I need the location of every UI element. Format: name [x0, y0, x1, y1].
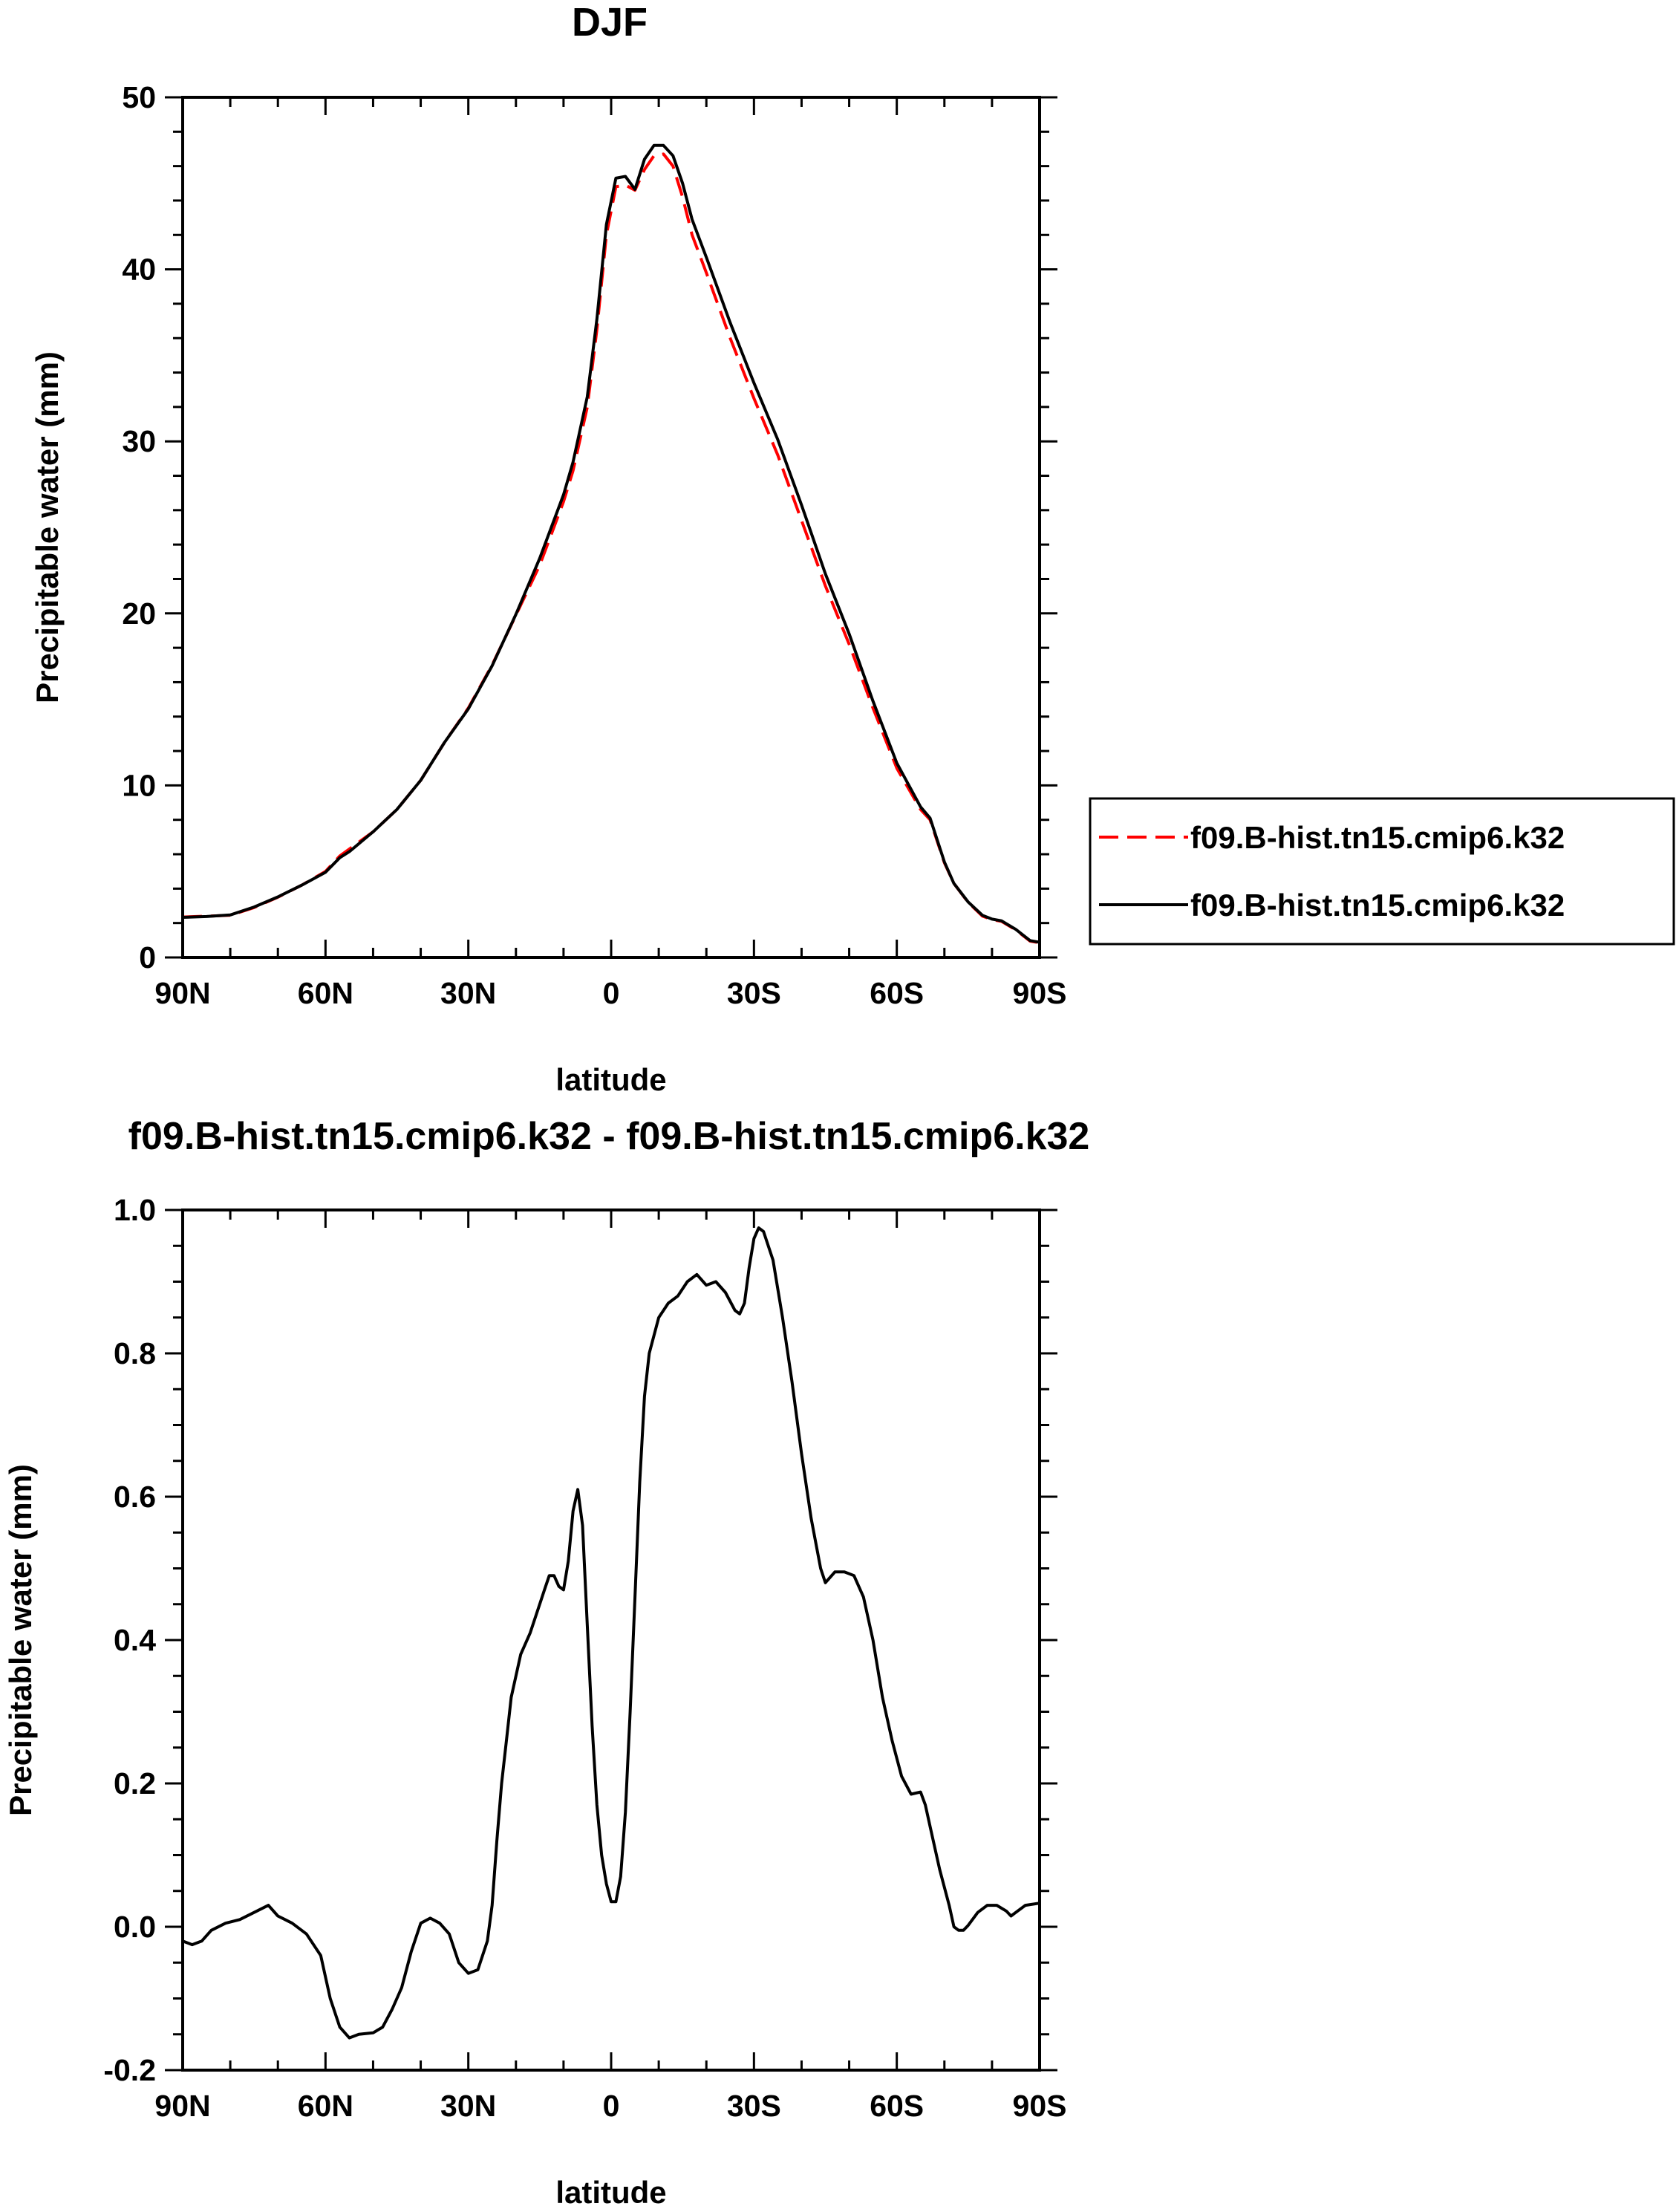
legend-box — [1089, 797, 1675, 946]
series-line-2 — [182, 143, 1040, 944]
bottom-chart-xlabel: latitude — [555, 2175, 666, 2210]
x-tick-label: 60N — [298, 2089, 353, 2123]
legend-label-series-1: f09.B-hist.tn15.cmip6.k32 — [1190, 820, 1565, 855]
bottom-chart-frame — [181, 1209, 1041, 2072]
y-tick-label: 0.8 — [114, 1336, 156, 1370]
x-tick-label: 0 — [603, 976, 620, 1010]
top-chart-legend: f09.B-hist.tn15.cmip6.k32 f09.B-hist.tn1… — [1089, 797, 1675, 946]
x-tick-label: 90N — [154, 2089, 210, 2123]
x-tick-label: 90S — [1013, 976, 1067, 1010]
top-chart-ticks — [165, 96, 1057, 959]
bottom-chart-title: f09.B-hist.tn15.cmip6.k32 - f09.B-hist.t… — [128, 1115, 1090, 1158]
y-tick-label: 0.0 — [114, 1910, 156, 1944]
y-tick-label: 0.4 — [114, 1623, 156, 1657]
x-tick-label: 60S — [870, 2089, 924, 2123]
y-tick-label: 50 — [122, 80, 156, 114]
series-line-1 — [182, 152, 1040, 945]
top-chart-ylabel: Precipitable water (mm) — [30, 351, 65, 703]
top-chart-xlabel: latitude — [555, 1062, 666, 1097]
x-tick-label: 30N — [440, 976, 496, 1010]
y-tick-label: -0.2 — [103, 2053, 156, 2087]
series-line-1 — [182, 1226, 1040, 2040]
x-tick-label: 60S — [870, 976, 924, 1010]
y-tick-label: 0 — [139, 940, 156, 975]
y-tick-label: 20 — [122, 596, 156, 631]
x-tick-label: 30S — [727, 976, 781, 1010]
legend-label-series-2: f09.B-hist.tn15.cmip6.k32 — [1190, 888, 1565, 923]
y-tick-label: 40 — [122, 253, 156, 287]
x-tick-label: 90S — [1013, 2089, 1067, 2123]
bottom-chart: f09.B-hist.tn15.cmip6.k32 - f09.B-hist.t… — [3, 1115, 1089, 2210]
x-tick-label: 60N — [298, 976, 353, 1010]
y-tick-label: 0.6 — [114, 1480, 156, 1514]
x-tick-label: 90N — [154, 976, 210, 1010]
x-tick-label: 30N — [440, 2089, 496, 2123]
top-chart-series — [182, 143, 1040, 945]
bottom-chart-ticks — [165, 1209, 1057, 2072]
top-chart-title: DJF — [572, 0, 648, 45]
y-tick-label: 0.2 — [114, 1766, 156, 1800]
bottom-chart-ylabel: Precipitable water (mm) — [3, 1464, 38, 1816]
bottom-chart-tick-labels: 90N 60N 30N 0 30S 60S 90S -0.2 0.0 0.2 0.4 0.6 0.8 1.… — [103, 1193, 1066, 2123]
x-tick-label: 30S — [727, 2089, 781, 2123]
y-tick-label: 30 — [122, 424, 156, 458]
top-chart-frame — [181, 96, 1041, 959]
y-tick-label: 1.0 — [114, 1193, 156, 1227]
top-chart-tick-labels: 90N 60N 30N 0 30S 60S 90S 0 10 20 30 40 50 — [122, 80, 1066, 1010]
x-tick-label: 0 — [603, 2089, 620, 2123]
y-tick-label: 10 — [122, 768, 156, 802]
top-chart: DJF 90N 60N 30N 0 30S 60S 90S 0 10 20 30 40 50 latit… — [30, 0, 1675, 1097]
bottom-chart-series — [182, 1226, 1040, 2040]
